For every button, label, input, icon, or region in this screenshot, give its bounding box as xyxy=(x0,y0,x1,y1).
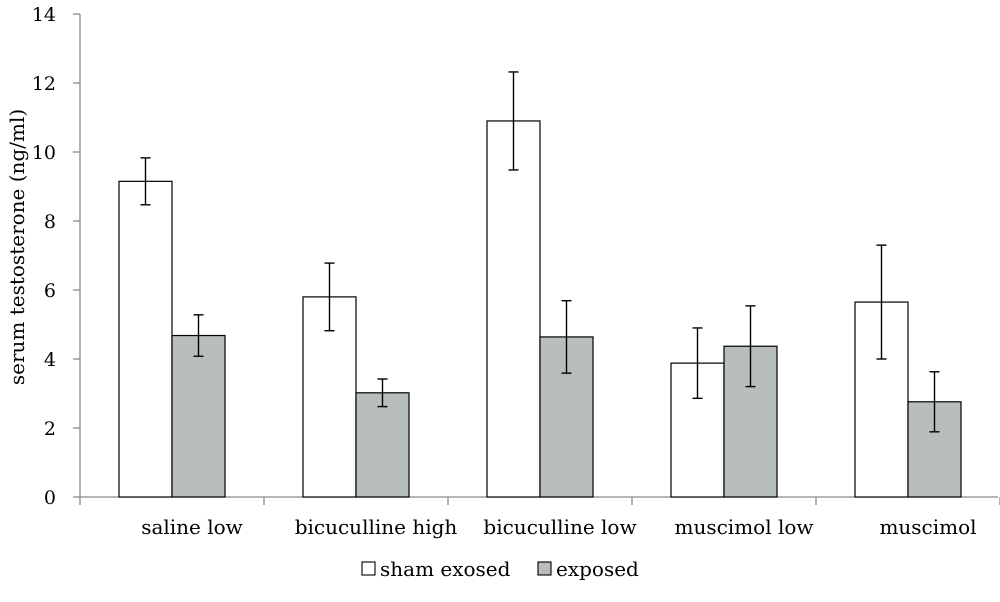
bar-sham-exosed xyxy=(486,120,541,498)
legend-entry-label: sham exosed xyxy=(380,557,511,581)
error-bar xyxy=(324,262,335,332)
y-tick-label: 10 xyxy=(32,142,56,164)
x-category-label: saline low xyxy=(141,515,243,539)
bars xyxy=(118,71,962,498)
error-bar xyxy=(377,378,388,408)
y-tick-label: 12 xyxy=(32,73,56,95)
error-bar xyxy=(745,305,756,388)
axes: 0 2 4 6 8 10 12 14 saline low bicuculline high bic… xyxy=(32,4,1000,539)
x-category-label: muscimol xyxy=(879,515,976,539)
y-tick-label: 14 xyxy=(32,4,56,26)
legend-entry-label: exposed xyxy=(556,557,639,581)
y-tick-label: 4 xyxy=(44,349,56,371)
error-bar xyxy=(508,71,519,171)
bar-exposed xyxy=(355,392,410,498)
legend: sham exosed exposed xyxy=(361,557,639,581)
error-bar xyxy=(876,244,887,360)
bar-exposed xyxy=(171,334,226,498)
error-bar xyxy=(929,371,940,433)
y-axis-title: serum testosterone (ng/ml) xyxy=(5,109,29,385)
error-bar xyxy=(140,157,151,206)
y-tick-label: 8 xyxy=(44,211,56,233)
y-tick-label: 6 xyxy=(44,280,56,302)
y-axis-title-group: serum testosterone (ng/ml) xyxy=(5,109,29,385)
x-category-label: bicuculline high xyxy=(295,515,458,539)
y-tick-label: 0 xyxy=(44,487,56,509)
x-category-label: muscimol low xyxy=(674,515,813,539)
error-bar xyxy=(561,299,572,374)
error-bar xyxy=(193,314,204,357)
x-category-label: bicuculline low xyxy=(483,515,636,539)
legend-swatch xyxy=(537,561,552,576)
bar-sham-exosed xyxy=(118,180,173,498)
y-tick-label: 2 xyxy=(44,418,56,440)
error-bar xyxy=(692,327,703,400)
legend-swatch xyxy=(361,561,376,576)
